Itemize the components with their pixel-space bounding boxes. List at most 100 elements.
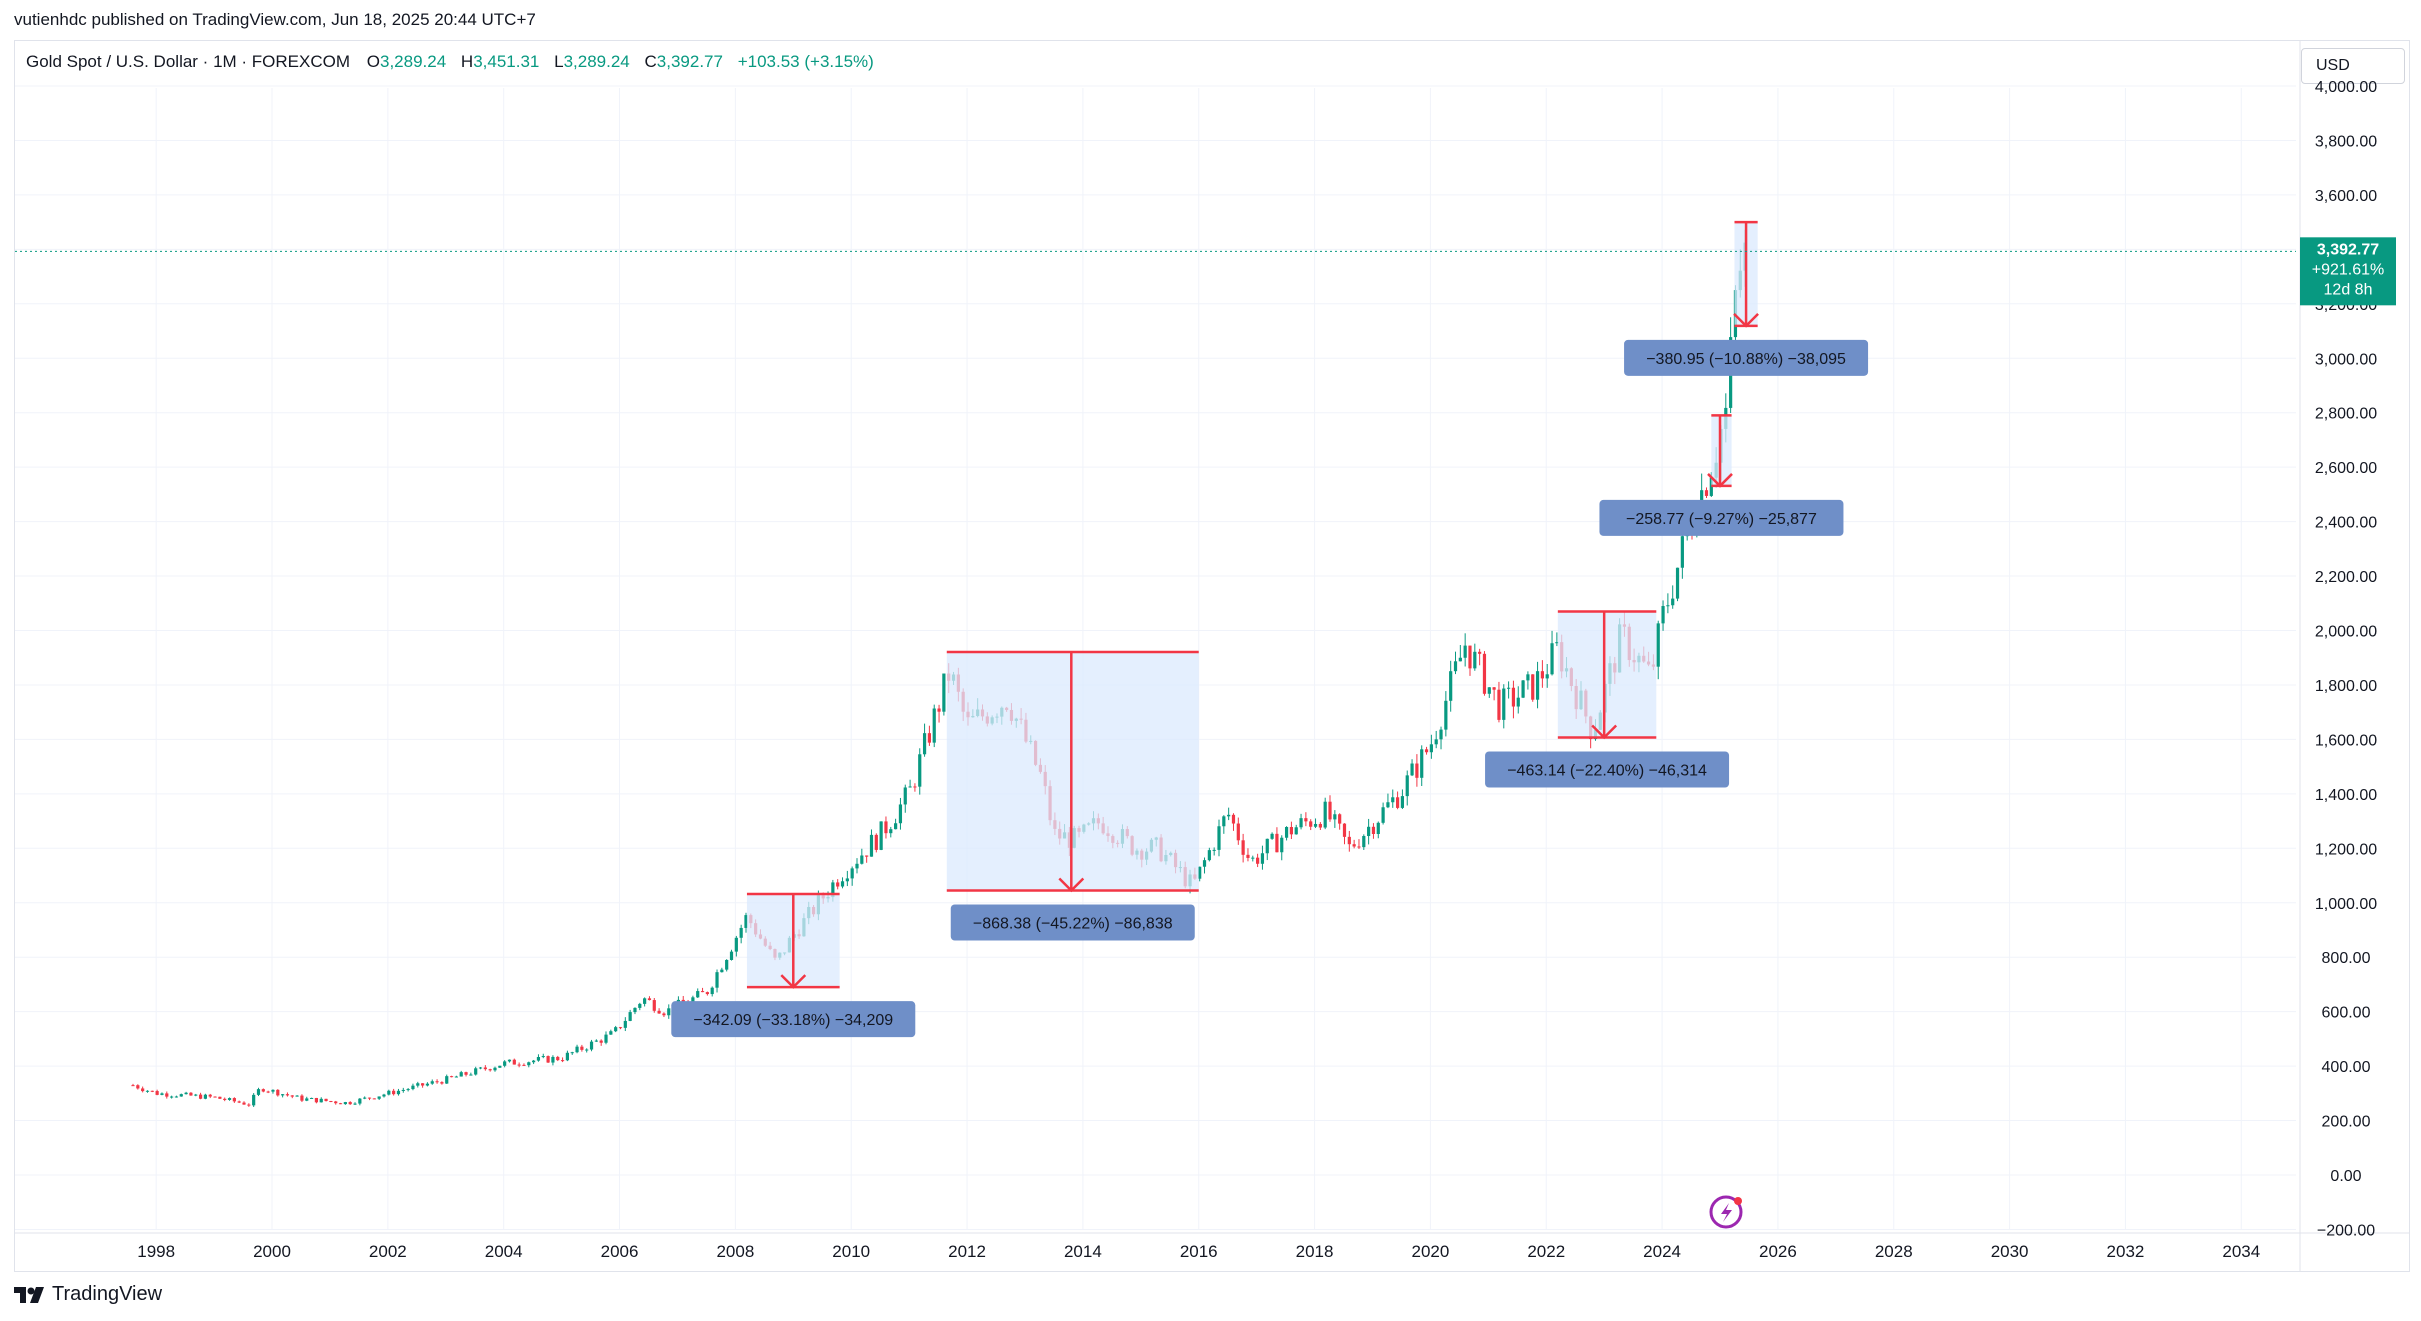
y-tick-label: 0.00 — [2330, 1168, 2361, 1185]
candle-body — [942, 673, 946, 712]
measure-label-bg — [1624, 339, 1869, 376]
candle-body — [1704, 490, 1709, 496]
measure-label: −380.95 (−10.88%) −38,095 — [1646, 351, 1846, 368]
candle-body — [1231, 814, 1236, 824]
candle-body — [1400, 796, 1405, 808]
candle-body — [1217, 826, 1221, 850]
candle-body — [1666, 605, 1670, 607]
candle-body — [1511, 687, 1516, 707]
candle-body — [382, 1094, 386, 1097]
candle-body — [633, 1007, 637, 1013]
candle-body — [203, 1094, 207, 1099]
candle-body — [1304, 818, 1308, 822]
candle-body — [623, 1020, 627, 1028]
tradingview-logo-icon[interactable] — [14, 1285, 44, 1305]
x-tick-label: 2016 — [1180, 1242, 1218, 1261]
candle-body — [1376, 822, 1380, 835]
candle-body — [300, 1095, 304, 1101]
candle-body — [922, 733, 927, 755]
candle-body — [305, 1098, 309, 1101]
candle-body — [657, 1010, 661, 1014]
candle-body — [865, 855, 869, 857]
chart-frame — [14, 40, 2410, 1272]
candle-body — [556, 1056, 560, 1061]
candle-body — [1212, 849, 1216, 851]
brand-name: TradingView — [52, 1283, 163, 1305]
candle-body — [594, 1040, 598, 1042]
candle-body — [445, 1076, 449, 1084]
candle-body — [696, 991, 700, 998]
candle-body — [1453, 661, 1458, 672]
candle-body — [276, 1089, 280, 1096]
x-tick-label: 2030 — [1991, 1242, 2029, 1261]
candle-body — [208, 1094, 212, 1097]
x-tick-label: 2006 — [601, 1242, 639, 1261]
candle-body — [1318, 823, 1322, 828]
x-tick-label: 2020 — [1411, 1242, 1449, 1261]
y-tick-label: 1,400.00 — [2315, 787, 2377, 804]
candle-body — [343, 1102, 347, 1105]
y-tick-label: −200.00 — [2317, 1222, 2375, 1239]
measure-label: −342.09 (−33.18%) −34,209 — [693, 1012, 893, 1029]
candle-body — [874, 834, 878, 850]
x-tick-label: 2014 — [1064, 1242, 1102, 1261]
candle-body — [1198, 866, 1202, 879]
candle-body — [285, 1094, 290, 1096]
candle-body — [1251, 857, 1255, 859]
candle-body — [1342, 823, 1347, 837]
candle-body — [1352, 844, 1356, 847]
candle-body — [1333, 814, 1337, 820]
symbol-name[interactable]: Gold Spot / U.S. Dollar · 1M · FOREXCOM — [26, 52, 351, 71]
candle-body — [860, 855, 864, 864]
candle-body — [1309, 821, 1313, 827]
candle-body — [1289, 827, 1293, 835]
candle-body — [131, 1085, 135, 1087]
candle-body — [174, 1096, 179, 1098]
candle-body — [295, 1095, 299, 1097]
candle-body — [618, 1027, 623, 1029]
candle-body — [570, 1052, 574, 1054]
low-label: L — [554, 52, 564, 71]
x-tick-label: 2000 — [253, 1242, 291, 1261]
candle-body — [324, 1098, 328, 1102]
y-tick-label: 1,200.00 — [2315, 841, 2377, 858]
candle-body — [1410, 763, 1414, 776]
change-value: +103.53 (+3.15%) — [737, 52, 874, 71]
candle-body — [1256, 857, 1260, 864]
candle-body — [532, 1060, 536, 1063]
candle-body — [884, 821, 888, 834]
x-tick-label: 2026 — [1759, 1242, 1797, 1261]
candle-body — [1202, 860, 1207, 867]
candle-body — [256, 1089, 261, 1095]
candle-body — [1357, 846, 1361, 848]
candle-body — [372, 1098, 376, 1100]
y-tick-label: 4,000.00 — [2315, 79, 2377, 96]
candle-body — [223, 1098, 227, 1100]
candle-body — [1424, 749, 1429, 753]
candle-body — [411, 1085, 415, 1090]
candle-body — [1473, 651, 1477, 669]
y-tick-label: 3,600.00 — [2315, 188, 2377, 205]
candle-body — [1338, 814, 1342, 824]
candle-body — [1555, 642, 1559, 644]
y-tick-label: 2,600.00 — [2315, 460, 2377, 477]
close-value: 3,392.77 — [656, 52, 723, 71]
measure-arrow-head — [780, 974, 807, 989]
candle-body — [261, 1089, 265, 1092]
candle-body — [252, 1094, 256, 1106]
y-tick-label: 2,000.00 — [2315, 624, 2377, 641]
currency-selector[interactable]: USD — [2301, 48, 2405, 84]
candle-body — [1313, 823, 1318, 827]
candle-body — [1497, 689, 1501, 720]
candle-body — [1347, 836, 1351, 845]
candle-body — [449, 1076, 454, 1078]
candle-body — [522, 1064, 526, 1066]
y-tick-label: 2,200.00 — [2315, 569, 2377, 586]
measure-box — [1711, 415, 1732, 486]
price-badge-countdown: 12d 8h — [2324, 281, 2373, 298]
candle-body — [1284, 827, 1289, 838]
candle-body — [396, 1090, 401, 1095]
measure-arrow-head — [1591, 724, 1618, 740]
candle-body — [1482, 653, 1487, 694]
